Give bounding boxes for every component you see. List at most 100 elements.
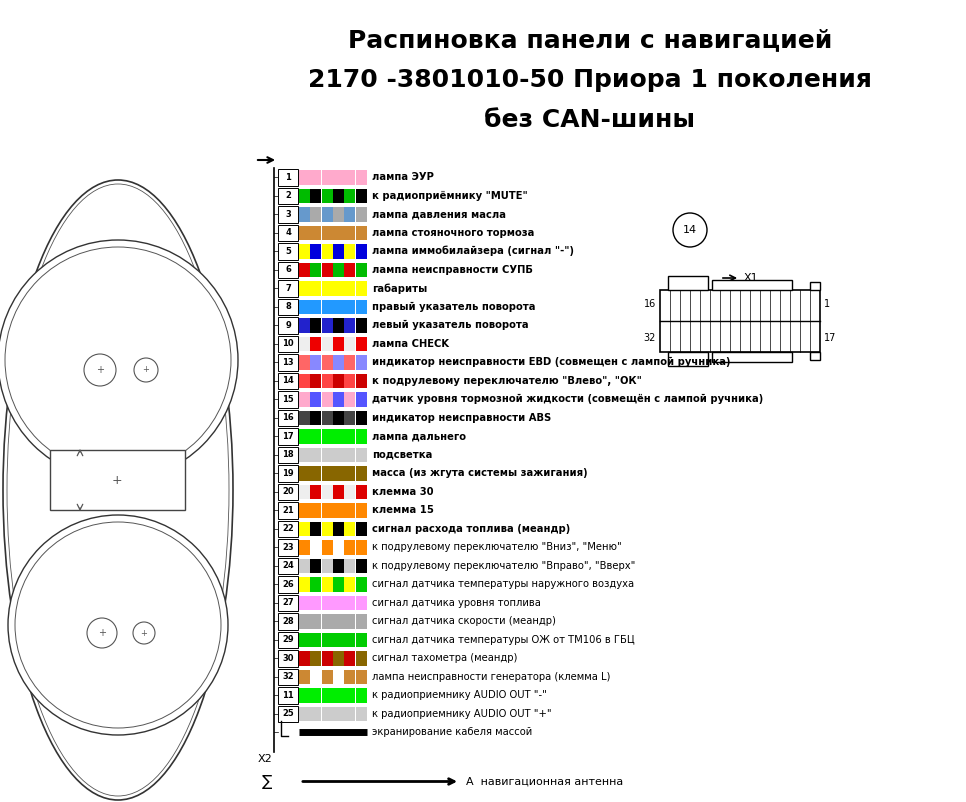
Text: индикатор неисправности EBD (совмещен с лампой ручника): индикатор неисправности EBD (совмещен с … xyxy=(372,357,730,367)
Bar xyxy=(355,355,366,370)
Bar xyxy=(278,484,298,500)
Bar xyxy=(333,281,344,295)
Bar xyxy=(299,448,310,462)
Bar xyxy=(278,243,298,260)
Bar xyxy=(322,614,332,629)
Text: лампа неисправности генератора (клемма L): лампа неисправности генератора (клемма L… xyxy=(372,672,611,682)
Bar xyxy=(333,521,344,536)
Bar xyxy=(344,670,355,684)
Text: 13: 13 xyxy=(282,358,294,367)
Bar xyxy=(355,411,366,425)
Bar xyxy=(299,484,310,499)
Bar xyxy=(344,466,355,480)
Bar xyxy=(355,596,366,610)
Bar xyxy=(299,374,310,388)
Text: 32: 32 xyxy=(282,672,294,681)
Bar xyxy=(810,282,820,290)
Ellipse shape xyxy=(5,247,231,473)
Bar xyxy=(310,540,321,554)
Bar xyxy=(310,411,321,425)
Bar xyxy=(322,170,332,184)
Text: к подрулевому переключателю "Влево", "ОК": к подрулевому переключателю "Влево", "ОК… xyxy=(372,376,641,386)
Text: 25: 25 xyxy=(282,709,294,719)
Text: 4: 4 xyxy=(285,229,291,237)
Bar xyxy=(299,188,310,203)
Bar xyxy=(299,688,310,703)
Text: сигнал датчика температуры наружного воздуха: сигнал датчика температуры наружного воз… xyxy=(372,579,634,589)
Bar xyxy=(333,244,344,258)
Bar xyxy=(355,503,366,517)
Bar xyxy=(322,281,332,295)
Bar xyxy=(333,577,344,592)
Bar xyxy=(355,281,366,295)
Text: к подрулевому переключателю "Вниз", "Меню": к подрулевому переключателю "Вниз", "Мен… xyxy=(372,542,622,553)
Text: подсветка: подсветка xyxy=(372,450,433,460)
Bar xyxy=(355,392,366,407)
Text: сигнал датчика температуры ОЖ от ТМ106 в ГБЦ: сигнал датчика температуры ОЖ от ТМ106 в… xyxy=(372,634,635,645)
Bar xyxy=(344,207,355,221)
Text: 5: 5 xyxy=(285,247,291,256)
Bar xyxy=(322,651,332,666)
Text: 19: 19 xyxy=(282,468,294,478)
Bar xyxy=(333,392,344,407)
Text: X1: X1 xyxy=(744,273,758,283)
Text: 9: 9 xyxy=(285,321,291,330)
Bar xyxy=(310,299,321,314)
Text: экранирование кабеля массой: экранирование кабеля массой xyxy=(372,727,532,737)
Text: без CAN-шины: без CAN-шины xyxy=(485,108,696,132)
Bar xyxy=(299,429,310,444)
Text: 20: 20 xyxy=(282,488,294,496)
Bar xyxy=(355,262,366,277)
Bar xyxy=(355,670,366,684)
Bar xyxy=(344,614,355,629)
Bar xyxy=(278,576,298,593)
Bar xyxy=(310,651,321,666)
Ellipse shape xyxy=(0,240,238,480)
Bar xyxy=(322,429,332,444)
Bar xyxy=(344,355,355,370)
Bar xyxy=(278,557,298,574)
Bar xyxy=(355,707,366,721)
Bar xyxy=(333,651,344,666)
Text: 1: 1 xyxy=(285,172,291,182)
Bar xyxy=(322,448,332,462)
Bar xyxy=(712,352,792,362)
Bar xyxy=(278,335,298,352)
Circle shape xyxy=(134,358,158,382)
Bar xyxy=(344,429,355,444)
Bar xyxy=(322,540,332,554)
Bar xyxy=(355,614,366,629)
Bar xyxy=(310,614,321,629)
Text: 30: 30 xyxy=(282,654,294,662)
Bar xyxy=(322,299,332,314)
Text: 29: 29 xyxy=(282,635,294,644)
Bar xyxy=(310,374,321,388)
Text: сигнал датчика скорости (меандр): сигнал датчика скорости (меандр) xyxy=(372,616,555,626)
Bar xyxy=(322,466,332,480)
Text: 22: 22 xyxy=(282,525,294,533)
Bar xyxy=(333,299,344,314)
Bar xyxy=(668,352,708,366)
Text: ∑: ∑ xyxy=(262,774,272,789)
Text: лампа неисправности СУПБ: лампа неисправности СУПБ xyxy=(372,265,533,275)
Bar xyxy=(322,707,332,721)
Bar xyxy=(322,633,332,647)
Bar xyxy=(344,577,355,592)
Bar xyxy=(299,337,310,351)
Bar xyxy=(355,521,366,536)
Bar xyxy=(310,429,321,444)
Bar xyxy=(278,502,298,519)
Bar xyxy=(278,261,298,278)
Bar xyxy=(333,374,344,388)
Bar xyxy=(344,244,355,258)
Text: +: + xyxy=(143,366,150,375)
Text: 21: 21 xyxy=(282,506,294,515)
Bar xyxy=(310,244,321,258)
Bar xyxy=(322,188,332,203)
Bar xyxy=(322,225,332,240)
Bar xyxy=(355,651,366,666)
Bar xyxy=(278,428,298,444)
Bar xyxy=(278,206,298,222)
Bar xyxy=(310,392,321,407)
Bar xyxy=(310,170,321,184)
